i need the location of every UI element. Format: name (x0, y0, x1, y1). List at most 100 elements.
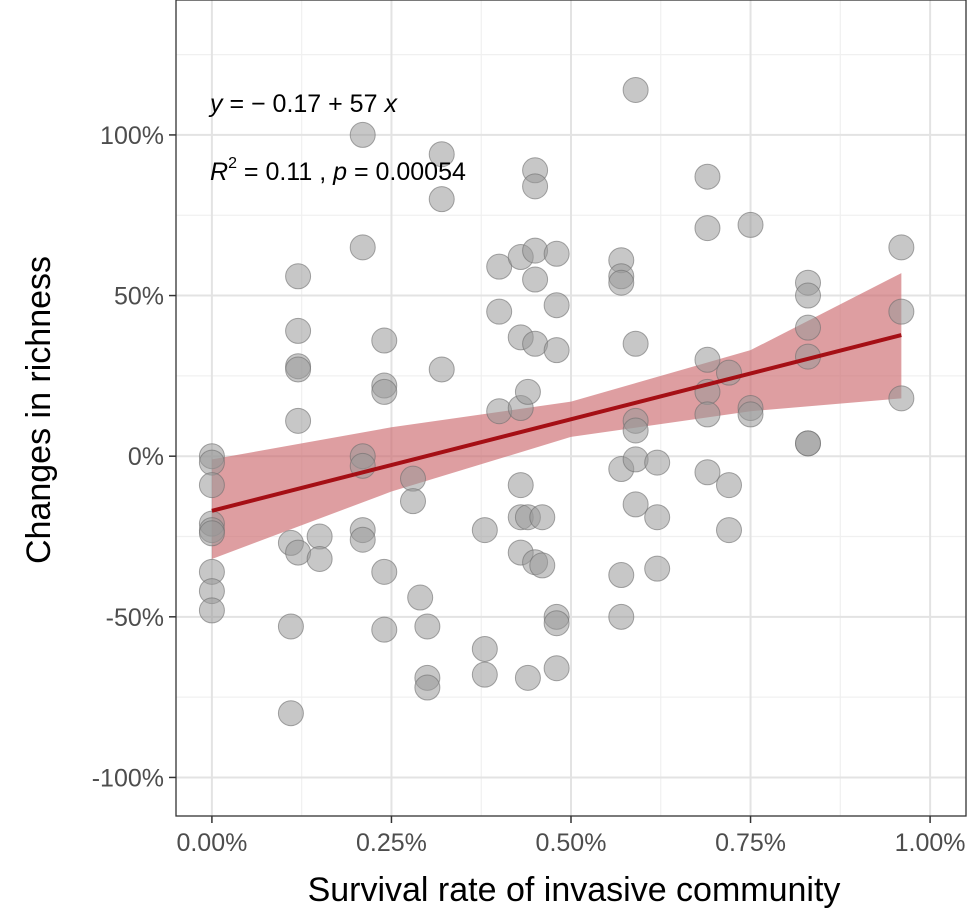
data-point (608, 603, 635, 630)
data-point (277, 700, 304, 727)
data-point (622, 446, 649, 473)
data-point (694, 215, 721, 242)
data-point (407, 584, 434, 611)
data-point (737, 211, 764, 238)
data-point (622, 491, 649, 518)
data-point (414, 674, 441, 701)
data-point (486, 253, 513, 280)
y-tick-label: 50% (114, 283, 164, 311)
data-point (198, 472, 225, 499)
r-squared-symbol: R (210, 158, 228, 186)
data-point (349, 526, 376, 553)
data-point (285, 317, 312, 344)
plot-area (175, 0, 967, 817)
data-point (371, 616, 398, 643)
data-point (795, 282, 821, 309)
data-point (888, 385, 915, 412)
fit-line-layer (211, 333, 902, 513)
data-point (471, 661, 498, 688)
data-point (198, 597, 225, 624)
data-point (400, 488, 426, 515)
x-tick-label: 1.00% (895, 829, 966, 857)
data-point (486, 398, 513, 425)
data-point (795, 430, 821, 457)
data-point (198, 520, 225, 547)
data-point (306, 523, 333, 550)
equation-body: = − 0.17 + 57 (223, 90, 385, 118)
data-point (285, 263, 312, 290)
data-point (644, 555, 671, 582)
data-point (471, 635, 498, 662)
data-point (622, 417, 649, 444)
data-point (306, 545, 333, 572)
data-point (529, 552, 556, 579)
data-point (349, 121, 376, 148)
equation-y-symbol: y (208, 90, 224, 118)
data-point (543, 292, 570, 319)
data-point (400, 465, 426, 492)
confidence-band (211, 273, 902, 559)
data-point (543, 337, 570, 364)
data-point (543, 655, 570, 682)
data-point (529, 504, 556, 531)
data-point (522, 266, 549, 293)
data-point (543, 240, 570, 267)
y-tick-label: 100% (100, 122, 164, 150)
regression-stats: R2 = 0.11 , p = 0.00054 (210, 155, 466, 186)
x-tick-label: 0.75% (715, 829, 786, 857)
data-point (644, 449, 671, 476)
r-squared-value: = 0.11 , (237, 158, 333, 186)
data-point (543, 610, 570, 637)
data-point (622, 330, 649, 357)
y-tick-label: -100% (92, 764, 164, 792)
data-point (428, 141, 455, 168)
data-point (285, 539, 312, 566)
confidence-band-layer (211, 273, 902, 559)
x-tick-label: 0.00% (176, 829, 247, 857)
data-point (277, 613, 304, 640)
data-point (507, 472, 534, 499)
data-point (198, 449, 225, 476)
y-tick-label: -50% (106, 604, 164, 632)
data-point (522, 237, 549, 264)
data-point (471, 517, 498, 544)
data-point (644, 504, 671, 531)
p-value-value: = 0.00054 (347, 158, 466, 186)
data-point (514, 378, 541, 405)
data-point (371, 327, 398, 354)
regression-equation: y = − 0.17 + 57 x (208, 90, 398, 118)
data-point (486, 298, 513, 325)
data-point (522, 173, 549, 200)
x-tick-label: 0.50% (536, 829, 607, 857)
data-point (349, 234, 376, 261)
data-point (371, 558, 398, 585)
r-squared-superscript: 2 (228, 155, 237, 172)
p-value-symbol: p (332, 158, 347, 186)
y-tick-label: 0% (128, 443, 164, 471)
x-axis-title: Survival rate of invasive community (308, 871, 841, 908)
data-point (608, 562, 635, 589)
regression-line (211, 333, 902, 513)
data-point (428, 186, 455, 213)
x-tick-label: 0.25% (356, 829, 427, 857)
data-point (694, 163, 721, 190)
y-axis-title: Changes in richness (20, 256, 58, 564)
data-point (414, 613, 441, 640)
data-point (716, 472, 742, 499)
data-point (694, 346, 721, 373)
data-point (608, 269, 635, 296)
data-point (285, 407, 312, 434)
data-point (694, 459, 721, 486)
data-point (522, 330, 549, 357)
data-point (888, 234, 915, 261)
axis-ticks: 0.00% 0.25% 0.50% 0.75% 1.00% -100% -50% 0% 50% 1… (92, 122, 966, 857)
data-point (514, 664, 541, 691)
data-points (198, 76, 915, 727)
equation-x-symbol: x (383, 90, 398, 118)
data-point (737, 401, 764, 428)
data-point (795, 314, 821, 341)
data-point (428, 356, 455, 383)
data-point (285, 356, 312, 383)
data-point (622, 76, 649, 103)
